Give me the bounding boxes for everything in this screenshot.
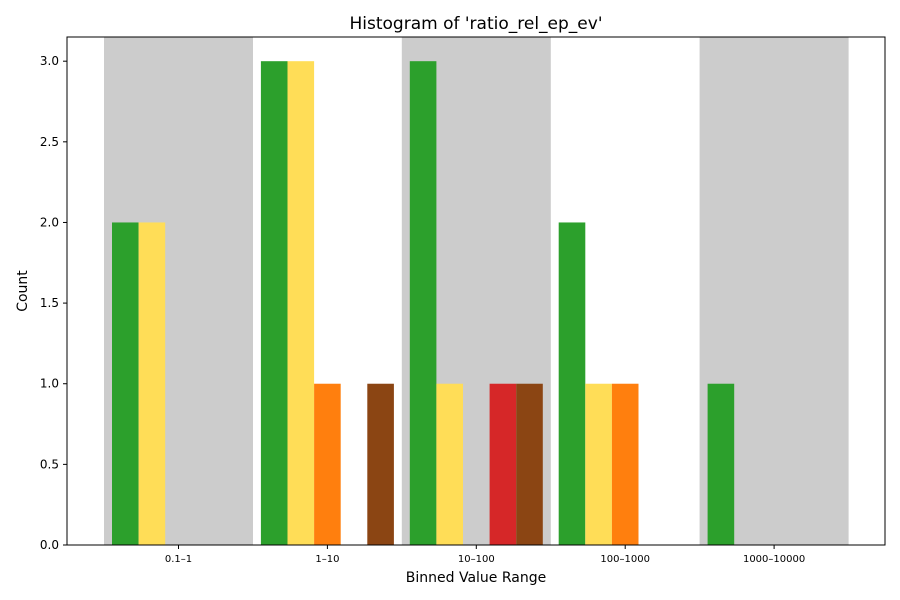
- bar-series1-bin2: [436, 383, 463, 545]
- bar-series0-bin1: [260, 61, 288, 545]
- bar-series1-bin0: [138, 222, 166, 545]
- y-tick-label-4: 2.0: [40, 215, 59, 229]
- bar-series4-bin1: [367, 383, 394, 545]
- bin-shading-layer: [104, 37, 849, 545]
- x-axis-label: Binned Value Range: [406, 570, 546, 586]
- x-tick-label-3: 100–1000: [600, 554, 650, 565]
- x-tick-label-1: 1–10: [315, 554, 339, 565]
- y-axis-label: Count: [15, 270, 31, 312]
- y-tick-label-2: 1.0: [40, 377, 59, 391]
- bar-series4-bin2: [516, 383, 543, 545]
- bar-series0-bin3: [558, 222, 586, 545]
- y-tick-label-6: 3.0: [40, 54, 59, 68]
- x-tick-label-0: 0.1–1: [165, 554, 192, 565]
- bar-series3-bin2: [489, 383, 517, 545]
- bar-series1-bin3: [585, 383, 612, 545]
- y-axis: 0.0 0.5 1.0 1.5 2.0 2.5 3.0: [40, 54, 67, 552]
- bar-series0-bin0: [112, 222, 139, 545]
- chart-title: Histogram of 'ratio_rel_ep_ev': [350, 14, 603, 34]
- y-tick-label-3: 1.5: [40, 296, 59, 310]
- bar-series2-bin1: [314, 383, 341, 545]
- y-tick-label-0: 0.0: [40, 538, 59, 552]
- bar-series0-bin4: [707, 383, 735, 545]
- bar-series1-bin1: [287, 61, 315, 545]
- bars-layer: [112, 61, 735, 545]
- y-tick-label-5: 2.5: [40, 135, 59, 149]
- x-tick-label-2: 10–100: [458, 554, 495, 565]
- x-axis: 0.1–1 1–10 10–100 100–1000 1000–10000: [165, 545, 805, 565]
- x-tick-label-4: 1000–10000: [743, 554, 805, 565]
- bar-series2-bin3: [611, 383, 639, 545]
- bar-series0-bin2: [409, 61, 437, 545]
- y-tick-label-1: 0.5: [40, 457, 59, 471]
